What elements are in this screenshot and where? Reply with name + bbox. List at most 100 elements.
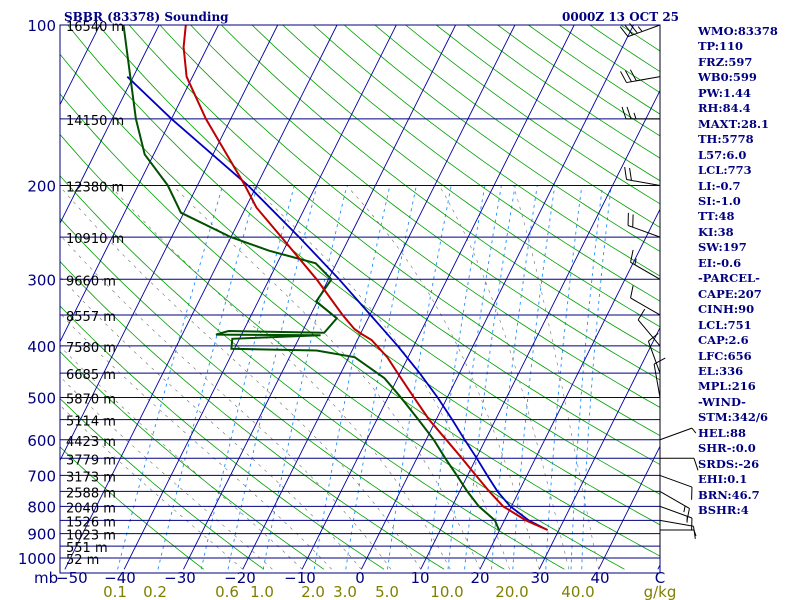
wind-barb-half: [683, 505, 686, 513]
mixing-ratio-line: [570, 185, 603, 570]
wind-barb-flag: [629, 69, 637, 82]
index-item: TP:110: [698, 39, 744, 54]
mixing-ratio-label: 0.1: [103, 583, 127, 600]
wind-barb: [637, 308, 661, 347]
pressure-tick-label: 700: [27, 467, 56, 485]
isotherm: [60, 25, 279, 462]
temp-axis-unit: C: [655, 569, 665, 587]
y-axis-unit: mb: [34, 569, 58, 587]
isotherm: [0, 25, 41, 569]
isotherm: [479, 208, 660, 570]
dry-adiabat: [221, 25, 660, 354]
isotherm: [538, 326, 660, 570]
index-item: L57:6.0: [698, 147, 747, 162]
isotherm: [301, 25, 575, 570]
wind-barb: [659, 427, 697, 441]
index-item: SW:197: [698, 240, 747, 255]
height-label: 10910 m: [66, 232, 124, 247]
moist-adiabat: [172, 185, 481, 570]
isotherm: [64, 25, 338, 570]
dry-adiabat: [190, 25, 660, 381]
wind-barb-flag: [619, 26, 629, 37]
pressure-tick-label: 200: [27, 177, 56, 195]
index-item: MAXT:28.1: [698, 116, 769, 131]
mixing-ratio-label: 0.6: [215, 583, 239, 600]
wind-barb: [620, 69, 661, 84]
wind-barb: [659, 474, 693, 500]
moist-adiabat: [60, 376, 273, 570]
mixing-ratio-line: [545, 185, 583, 570]
temperature-profile: [182, 25, 549, 531]
dry-adiabat: [60, 217, 505, 570]
index-item: RH:84.4: [698, 101, 751, 116]
mixing-ratio-label: 20.0: [495, 583, 528, 600]
temp-tick-label: −20: [224, 569, 256, 587]
temp-tick-label: −50: [56, 569, 88, 587]
height-label: 12380 m: [66, 180, 124, 195]
wind-barb-flag: [620, 71, 627, 83]
mixing-ratio-line: [464, 185, 516, 570]
index-item: SHR-:0.0: [698, 441, 756, 456]
wind-barb-flag: [624, 166, 628, 180]
pressure-tick-label: 1000: [18, 550, 56, 568]
height-label: 1023 m: [66, 529, 116, 544]
wind-barb-flag: [637, 308, 646, 321]
index-item: CAP:2.6: [698, 333, 749, 348]
wind-barb: [659, 519, 696, 539]
moist-adiabat: [60, 234, 392, 570]
index-item: TT:48: [698, 209, 735, 224]
wind-barb-staff: [630, 297, 661, 316]
wind-barb-staff: [659, 519, 694, 527]
dry-adiabat: [60, 175, 565, 570]
wind-barb: [630, 285, 661, 316]
dry-adiabat: [60, 260, 445, 570]
wind-barb-flag: [693, 458, 699, 471]
dry-adiabat: [60, 305, 385, 570]
height-label: 16540 m: [66, 20, 124, 35]
wind-barb-staff: [626, 179, 661, 186]
wind-barb: [630, 249, 661, 280]
height-label: 14150 m: [66, 114, 124, 129]
dry-adiabat: [159, 25, 660, 408]
wind-barb-half: [633, 112, 637, 120]
index-item: KI:38: [698, 224, 734, 239]
isotherm: [60, 25, 160, 225]
dry-adiabat: [313, 25, 660, 277]
isotherm: [420, 89, 660, 570]
index-item: BRN:46.7: [698, 487, 760, 502]
mixing-ratio-line: [313, 185, 391, 570]
wind-barb: [660, 457, 699, 471]
mixing-ratio-label: 40.0: [561, 583, 594, 600]
dry-adiabat: [60, 446, 204, 570]
wind-barb-flag: [692, 526, 696, 539]
wind-barb-flag: [686, 508, 690, 521]
mixing-ratio-label: 1.0: [250, 583, 274, 600]
index-item: HEL:88: [698, 425, 746, 440]
height-label: 1526 m: [66, 515, 116, 530]
mixing-ratio-line: [387, 185, 452, 570]
index-item: -WIND-: [698, 394, 746, 409]
dry-adiabat: [60, 53, 660, 526]
index-item: PW:1.44: [698, 85, 752, 100]
mixing-ratio-line: [227, 185, 318, 570]
height-label: 52 m: [66, 553, 99, 568]
wind-barb-staff: [659, 505, 693, 519]
index-item: TH:5778: [698, 132, 754, 147]
chart-title: SBBR (83378) Sounding: [64, 10, 229, 24]
wind-barb-staff: [659, 427, 693, 441]
wind-barb-flag: [630, 249, 634, 263]
dewpoint-profile: [122, 25, 500, 531]
wind-barb-staff: [647, 341, 661, 374]
mixing-ratio-label: 2.0: [301, 583, 325, 600]
index-item: BSHR:4: [698, 503, 749, 518]
height-label: 2040 m: [66, 501, 116, 516]
wind-barb-flag: [630, 285, 634, 299]
wind-barb: [624, 166, 661, 186]
moist-adiabat: [60, 345, 303, 570]
wind-barb-flag: [629, 167, 632, 181]
isotherm: [242, 25, 516, 570]
isotherm: [123, 25, 397, 570]
index-item: LCL:773: [698, 163, 752, 178]
temp-tick-label: 10: [410, 569, 429, 587]
